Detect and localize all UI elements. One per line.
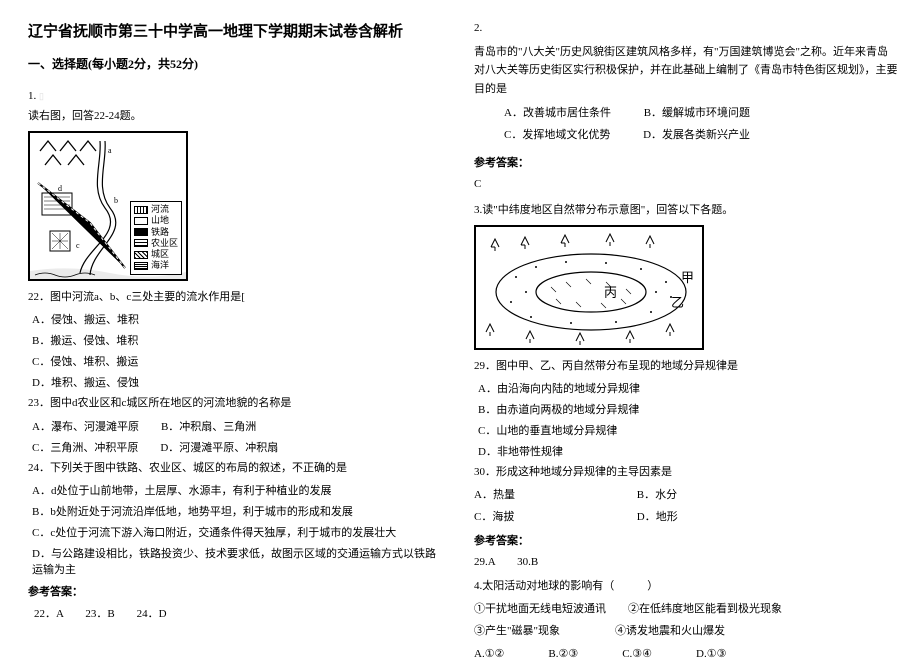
q23-opt-ab: A．瀑布、河漫滩平原 B．冲积扇、三角洲 [28, 418, 442, 434]
answer-label-1: 参考答案： [28, 583, 442, 599]
legend-railway: 铁路 [151, 227, 169, 238]
q4-line1: ①干扰地面无线电短波通讯 ②在低纬度地区能看到极光现象 [474, 601, 898, 618]
legend-sea: 海洋 [151, 260, 169, 271]
q30-text: 30．形成这种地域分异规律的主导因素是 [474, 464, 898, 481]
q2-opt-d: D．发展各类新兴产业 [643, 127, 750, 144]
q22-opt-a: A．侵蚀、搬运、堆积 [28, 311, 442, 327]
q30-opt-d: D．地形 [637, 511, 678, 523]
q2-opt-a: A．改善城市居住条件 [504, 105, 611, 122]
q30-opt-c: C．海拔 [474, 509, 634, 526]
answer-label-3: 参考答案： [474, 532, 898, 548]
q2-text: 青岛市的"八大关"历史风貌街区建筑风格多样，有"万国建筑博览会"之称。近年来青岛… [474, 43, 898, 99]
answer-1: 22．A 23．B 24．D [28, 605, 442, 621]
q29-opt-c: C．山地的垂直地域分异规律 [474, 422, 898, 438]
legend-city: 城区 [151, 249, 169, 260]
q2-opt-b: B．缓解城市环境问题 [644, 105, 750, 122]
blank-placeholder: ▯ [39, 91, 44, 101]
svg-text:a: a [108, 146, 112, 155]
section-heading: 一、选择题(每小题2分，共52分) [28, 55, 442, 72]
q4-opts: A.①② B.②③ C.③④ D.①③ [474, 646, 898, 662]
q29-opt-d: D．非地带性规律 [474, 443, 898, 459]
legend-farm: 农业区 [151, 238, 178, 249]
svg-text:b: b [114, 196, 118, 205]
read-fig-caption: 读右图，回答22-24题。 [28, 108, 442, 125]
q1-number: 1. ▯ [28, 90, 442, 102]
q24-opt-d: D．与公路建设相比，铁路投资少、技术要求低，故图示区域的交通运输方式以铁路运输为… [28, 545, 442, 577]
figure-1-legend: 河流 山地 铁路 农业区 城区 海洋 [130, 201, 182, 275]
q30-opts-row1: A．热量 B．水分 [474, 487, 898, 504]
answer-2: C [474, 176, 898, 193]
q22-opt-b: B．搬运、侵蚀、堆积 [28, 332, 442, 348]
q24-text: 24．下列关于图中铁路、农业区、城区的布局的叙述，不正确的是 [28, 460, 442, 477]
figure-2-svg: 甲 乙 丙 [476, 227, 704, 350]
legend-river: 河流 [151, 204, 169, 215]
q4-line2: ③产生"磁暴"现象 ④诱发地震和火山爆发 [474, 623, 898, 640]
q29-opt-b: B．由赤道向两极的地域分异规律 [474, 401, 898, 417]
q30-opt-b: B．水分 [637, 489, 677, 501]
figure-natural-zones: 甲 乙 丙 [474, 225, 704, 350]
q2-number: 2. [474, 20, 898, 37]
doc-title: 辽宁省抚顺市第三十中学高一地理下学期期末试卷含解析 [28, 20, 442, 41]
svg-text:d: d [58, 184, 62, 193]
q2-opts-row2: C．发挥地域文化优势 D．发展各类新兴产业 [474, 127, 898, 144]
fig2-label-bing: 丙 [604, 285, 617, 300]
q4-text: 4.太阳活动对地球的影响有（ ） [474, 578, 898, 595]
q30-opt-a: A．热量 [474, 487, 634, 504]
q22-opt-d: D．堆积、搬运、侵蚀 [28, 374, 442, 390]
q30-opts-row2: C．海拔 D．地形 [474, 509, 898, 526]
q2-opt-c: C．发挥地域文化优势 [504, 127, 610, 144]
q24-opt-a: A．d处位于山前地带，土层厚、水源丰，有利于种植业的发展 [28, 482, 442, 498]
q1-num-text: 1. [28, 90, 36, 102]
left-column: 辽宁省抚顺市第三十中学高一地理下学期期末试卷含解析 一、选择题(每小题2分，共5… [0, 0, 460, 651]
q29-opt-a: A．由沿海向内陆的地域分异规律 [474, 380, 898, 396]
svg-text:c: c [76, 241, 80, 250]
q29-text: 29．图中甲、乙、丙自然带分布呈现的地域分异规律是 [474, 358, 898, 375]
q23-text: 23．图中d农业区和c城区所在地区的河流地貌的名称是 [28, 395, 442, 412]
figure-river-map: a b c d 河流 山地 铁路 农业区 城区 海洋 [28, 131, 188, 281]
q24-opt-c: C．c处位于河流下游入海口附近，交通条件得天独厚，利于城市的发展壮大 [28, 524, 442, 540]
legend-mountain: 山地 [151, 215, 169, 226]
answer-label-2: 参考答案： [474, 154, 898, 170]
answer-3: 29.A 30.B [474, 554, 898, 571]
fig2-label-yi: 乙 [671, 295, 684, 310]
q24-opt-b: B．b处附近处于河流沿岸低地，地势平坦，利于城市的形成和发展 [28, 503, 442, 519]
q22-opt-c: C．侵蚀、堆积、搬运 [28, 353, 442, 369]
right-column: 2. 青岛市的"八大关"历史风貌街区建筑风格多样，有"万国建筑博览会"之称。近年… [460, 0, 920, 651]
q23-opt-cd: C．三角洲、冲积平原 D．河漫滩平原、冲积扇 [28, 439, 442, 455]
q3-text: 3.读"中纬度地区自然带分布示意图"，回答以下各题。 [474, 202, 898, 219]
q22-text: 22．图中河流a、b、c三处主要的流水作用是[ [28, 289, 442, 306]
fig2-label-jia: 甲 [681, 270, 694, 285]
q2-opts-row1: A．改善城市居住条件 B．缓解城市环境问题 [474, 105, 898, 122]
